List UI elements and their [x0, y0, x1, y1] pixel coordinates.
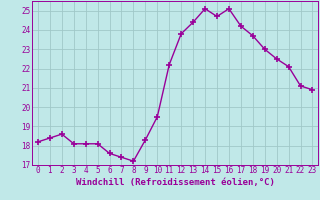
X-axis label: Windchill (Refroidissement éolien,°C): Windchill (Refroidissement éolien,°C) [76, 178, 275, 187]
